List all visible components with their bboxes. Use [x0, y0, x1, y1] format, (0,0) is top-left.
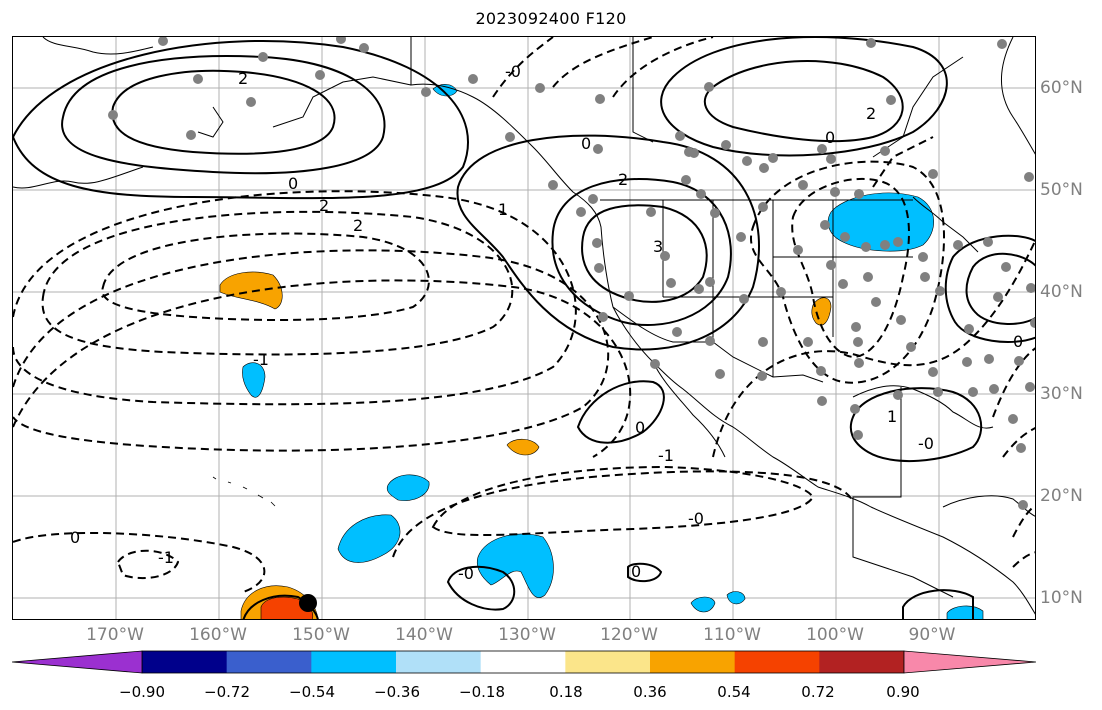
- colorbar-segment: [142, 651, 228, 673]
- lat-label: 20°N: [1040, 486, 1083, 506]
- lat-label: 30°N: [1040, 384, 1083, 404]
- contour-label: 0: [1013, 332, 1023, 351]
- colorbar-segment: [734, 651, 820, 673]
- contour-label: 2: [866, 104, 876, 123]
- contour-label: -1: [158, 548, 174, 567]
- contour-label: -0: [458, 564, 474, 583]
- lat-label: 40°N: [1040, 282, 1083, 302]
- cold-blob-5: [690, 596, 716, 613]
- warm-blob-3: [811, 297, 832, 326]
- cold-blob-plains: [827, 192, 934, 252]
- lon-label: 150°W: [292, 625, 350, 645]
- cold-blob-4: [476, 533, 554, 598]
- shaded-anomalies: [219, 84, 984, 619]
- lon-label: 100°W: [806, 625, 864, 645]
- colorbar-tick: 0.72: [801, 683, 835, 701]
- colorbar-tick: 0.18: [549, 683, 583, 701]
- contour-label: 0: [825, 128, 835, 147]
- islands: [212, 476, 276, 507]
- colorbar-tick: −0.36: [374, 683, 420, 701]
- colorbar-segment: [565, 651, 651, 673]
- contour-label: 1: [887, 407, 897, 426]
- lat-label: 60°N: [1040, 78, 1083, 98]
- warm-blob-northpacific: [219, 271, 283, 310]
- colorbar-left-arrow: [12, 650, 143, 674]
- colorbar: [12, 650, 1036, 674]
- colorbar-segment: [226, 651, 312, 673]
- graticule: [13, 37, 1035, 619]
- lon-label: 170°W: [86, 625, 144, 645]
- colorbar-tick: −0.90: [119, 683, 165, 701]
- contour-label: -0: [918, 434, 934, 453]
- colorbar-tick: −0.18: [459, 683, 505, 701]
- lon-label: 130°W: [498, 625, 556, 645]
- dashed-contours: [13, 37, 1035, 593]
- lon-label: 140°W: [395, 625, 453, 645]
- colorbar-right-arrow: [903, 650, 1036, 674]
- colorbar-segment: [396, 651, 482, 673]
- warm-blob-2: [506, 438, 540, 456]
- contour-label: -0: [688, 509, 704, 528]
- colorbar-tick: 0.54: [717, 683, 751, 701]
- cold-blob-3: [337, 514, 401, 563]
- colorbar-tick: 0.36: [633, 683, 667, 701]
- contour-label: -1: [253, 350, 269, 369]
- hurricane-marker: [299, 594, 317, 612]
- lat-label: 50°N: [1040, 180, 1083, 200]
- lat-label: 10°N: [1040, 588, 1083, 608]
- map-panel: 2 0 -0 2 3 0 2 2 1 0 2 -1 0 1 -0 -1 -0 0…: [12, 36, 1036, 620]
- contour-label: 2: [319, 196, 329, 215]
- map-title: 2023092400 F120: [475, 9, 627, 28]
- lon-label: 160°W: [189, 625, 247, 645]
- solid-contours: [13, 37, 1035, 619]
- map-canvas: 2 0 -0 2 3 0 2 2 1 0 2 -1 0 1 -0 -1 -0 0…: [13, 37, 1035, 619]
- contour-label: 1: [498, 200, 508, 219]
- contour-label: 3: [653, 237, 663, 256]
- lon-label: 110°W: [703, 625, 761, 645]
- contour-label: -1: [658, 446, 674, 465]
- colorbar-segment: [480, 651, 566, 673]
- contour-label: 0: [70, 528, 80, 547]
- contour-label: 0: [581, 134, 591, 153]
- cold-blob-6: [726, 591, 746, 605]
- colorbar-segment: [819, 651, 905, 673]
- contour-label: 0: [635, 418, 645, 437]
- cold-blob-2: [386, 474, 430, 501]
- coastlines: [13, 37, 1035, 615]
- lon-label: 120°W: [600, 625, 658, 645]
- contour-label: 0: [631, 562, 641, 581]
- lon-label: 90°W: [908, 625, 956, 645]
- contour-label: 2: [238, 69, 248, 88]
- contour-labels: 2 0 -0 2 3 0 2 2 1 0 2 -1 0 1 -0 -1 -0 0…: [70, 62, 1023, 583]
- colorbar-segment: [650, 651, 736, 673]
- station-dots: [108, 37, 1035, 510]
- colorbar-tick: −0.54: [289, 683, 335, 701]
- contour-label: 2: [618, 170, 628, 189]
- contour-label: 0: [288, 174, 298, 193]
- colorbar-tick: 0.90: [886, 683, 920, 701]
- colorbar-segment: [311, 651, 397, 673]
- cold-blob-7: [946, 605, 984, 619]
- contour-label: 2: [353, 216, 363, 235]
- contour-label: -0: [505, 62, 521, 81]
- cold-blob-1: [242, 362, 266, 398]
- colorbar-tick: −0.72: [204, 683, 250, 701]
